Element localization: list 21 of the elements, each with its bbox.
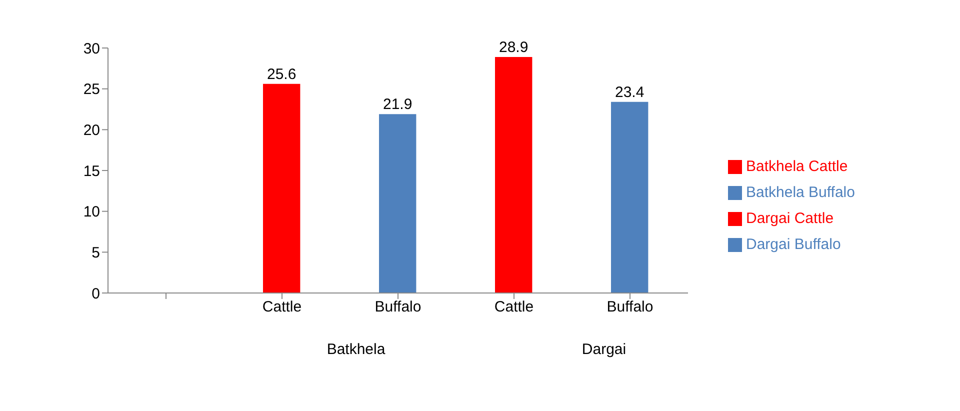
text: Batkhela (326, 341, 386, 358)
legend-label: Batkhela Cattle (746, 158, 848, 174)
legend-label: Dargai Cattle (746, 210, 834, 226)
x-tick-label: Buffalo (606, 298, 654, 316)
x-tick-label: Cattle (494, 298, 534, 316)
data-label: 28.9 (499, 38, 528, 56)
text: Dargai (580, 341, 628, 358)
y-tick-label: 10 (83, 204, 100, 221)
y-tick-label: 15 (83, 162, 100, 180)
data-label: 21.9 (383, 96, 412, 114)
legend-label: Dargai Buffalo (746, 236, 841, 252)
y-tick-label: 0 (92, 285, 100, 302)
y-tick-label: 25 (83, 81, 100, 98)
legend-label: Batkhela Buffalo (746, 184, 855, 200)
x-tick-label: Cattle (262, 298, 302, 316)
data-label: 25.6 (267, 66, 296, 83)
y-tick-label: 30 (83, 40, 100, 58)
y-tick-label: 20 (83, 122, 100, 139)
y-tick-label: 5 (92, 244, 100, 262)
x-tick-label: Buffalo (374, 298, 422, 316)
data-label: 23.4 (615, 84, 644, 101)
